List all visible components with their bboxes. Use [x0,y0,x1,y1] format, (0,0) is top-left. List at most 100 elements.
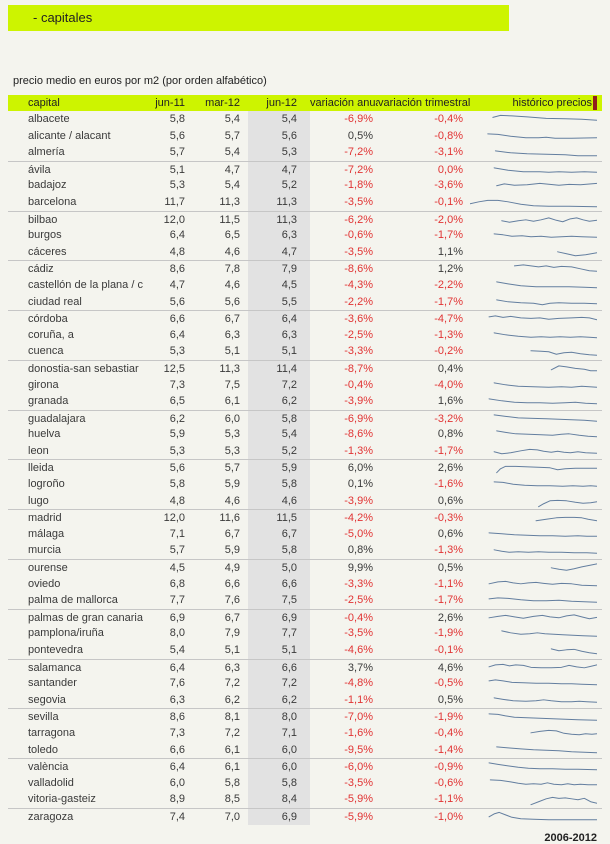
jun12-cell: 7,7 [248,625,310,642]
jun12-cell: 6,2 [248,393,310,410]
jun12-cell: 6,9 [248,609,310,626]
jun11-cell: 4,5 [169,562,185,575]
capital-cell: barcelona [28,195,77,208]
variacion-anual-cell: -0,4% [344,611,373,624]
table-row: segovia 6,3 6,2 6,2 -1,1% 0,5% [8,691,602,709]
variacion-trimestral-cell: -1,7% [434,229,463,242]
price-table: capital jun-11 mar-12 jun-12 variación a… [8,95,602,825]
capital-cell: pamplona/iruña [28,627,104,640]
sparkline-svg [470,162,597,178]
sparkline-svg [470,244,597,261]
jun12-cell: 6,6 [248,575,310,593]
sparkline-line [497,467,597,473]
price-history-sparkline [470,692,602,709]
variacion-anual-cell: -5,9% [344,810,373,823]
jun11-cell: 4,8 [169,494,185,507]
sparkline-line [489,680,597,685]
price-history-sparkline [470,277,602,294]
capital-cell: córdoba [28,313,68,326]
jun12-cell: 6,4 [248,311,310,327]
variacion-anual-cell: -2,2% [344,295,373,308]
sparkline-svg [470,212,597,228]
sparkline-line [488,133,597,137]
table-row: ourense 4,5 4,9 5,0 9,9% 0,5% [8,559,602,576]
variacion-trimestral-cell: -1,1% [434,577,463,590]
jun11-cell: 5,7 [169,146,185,159]
jun11-cell: 5,3 [169,179,185,192]
variacion-trimestral-cell: -4,0% [434,378,463,391]
price-history-sparkline [470,361,602,377]
variacion-anual-cell: 6,0% [347,462,373,475]
jun11-cell: 6,9 [169,611,185,624]
header-cell-jun12: jun-12 [266,97,297,109]
variacion-trimestral-cell: 0,4% [437,362,463,375]
sparkline-svg [470,660,597,676]
table-caption: precio medio en euros por m2 (por orden … [13,75,267,87]
variacion-anual-cell: -6,2% [344,213,373,226]
sparkline-svg [470,411,597,427]
table-row: sevilla 8,6 8,1 8,0 -7,0% -1,9% [8,708,602,725]
mar12-cell: 5,6 [224,295,240,308]
sparkline-svg [470,526,597,543]
table-row: albacete 5,8 5,4 5,4 -6,9% -0,4% [8,111,602,128]
price-history-sparkline [470,642,602,659]
table-row: valència 6,4 6,1 6,0 -6,0% -0,9% [8,758,602,775]
sparkline-line [514,265,597,271]
header-cell-mar12: mar-12 [205,97,240,109]
jun12-cell: 6,0 [248,759,310,775]
jun12-cell: 6,7 [248,525,310,543]
mar12-cell: 4,7 [224,163,240,176]
variacion-anual-cell: -2,5% [344,328,373,341]
sparkline-line [551,649,597,654]
table-row: cáceres 4,8 4,6 4,7 -3,5% 1,1% [8,243,602,261]
price-history-sparkline [470,542,602,559]
jun12-cell: 5,1 [248,343,310,360]
mar12-cell: 5,4 [224,113,240,125]
sparkline-line [539,500,597,506]
variacion-anual-cell: 9,9% [347,562,373,575]
jun12-cell: 5,1 [248,642,310,659]
mar12-cell: 6,2 [224,693,240,706]
jun12-cell: 8,4 [248,791,310,808]
jun12-cell: 5,3 [248,144,310,161]
sparkline-line [531,730,597,734]
capital-cell: lleida [28,462,54,475]
sparkline-line [489,399,597,404]
table-row: castellón de la plana / c 4,7 4,6 4,5 -4… [8,276,602,294]
table-row: málaga 7,1 6,7 6,7 -5,0% 0,6% [8,525,602,543]
capital-cell: granada [28,395,69,408]
sparkline-svg [470,610,597,626]
capital-cell: albacete [28,113,70,125]
table-row: lugo 4,8 4,6 4,6 -3,9% 0,6% [8,492,602,510]
sparkline-svg [470,576,597,593]
jun12-cell: 11,3 [248,211,310,228]
jun11-cell: 5,4 [169,644,185,656]
mar12-cell: 6,3 [224,328,240,341]
variacion-trimestral-cell: -0,4% [434,726,463,739]
variacion-trimestral-cell: -1,6% [434,478,463,491]
variacion-trimestral-cell: 2,6% [437,611,463,624]
sparkline-svg [470,742,597,759]
jun12-cell: 7,2 [248,675,310,692]
capital-cell: vitoria-gasteiz [28,793,96,806]
sparkline-period-label: 2006-2012 [544,832,597,844]
jun12-cell: 5,8 [248,774,310,792]
capital-cell: ourense [28,562,68,575]
sparkline-line [493,115,597,120]
variacion-anual-cell: -5,0% [344,527,373,540]
variacion-anual-cell: -4,6% [344,644,373,656]
capital-cell: leon [28,444,49,457]
price-history-sparkline [470,576,602,593]
table-row: oviedo 6,8 6,6 6,6 -3,3% -1,1% [8,575,602,593]
sparkline-svg [470,426,597,443]
jun12-cell: 5,2 [248,442,310,460]
sparkline-line [494,333,597,338]
jun12-cell: 5,0 [248,560,310,576]
variacion-trimestral-cell: -0,5% [434,677,463,690]
table-row: cuenca 5,3 5,1 5,1 -3,3% -0,2% [8,343,602,360]
variacion-trimestral-cell: -0,3% [434,512,463,525]
price-history-sparkline [470,393,602,410]
variacion-trimestral-cell: -1,9% [434,711,463,724]
sparkline-line [531,351,597,355]
sparkline-svg [470,443,597,460]
